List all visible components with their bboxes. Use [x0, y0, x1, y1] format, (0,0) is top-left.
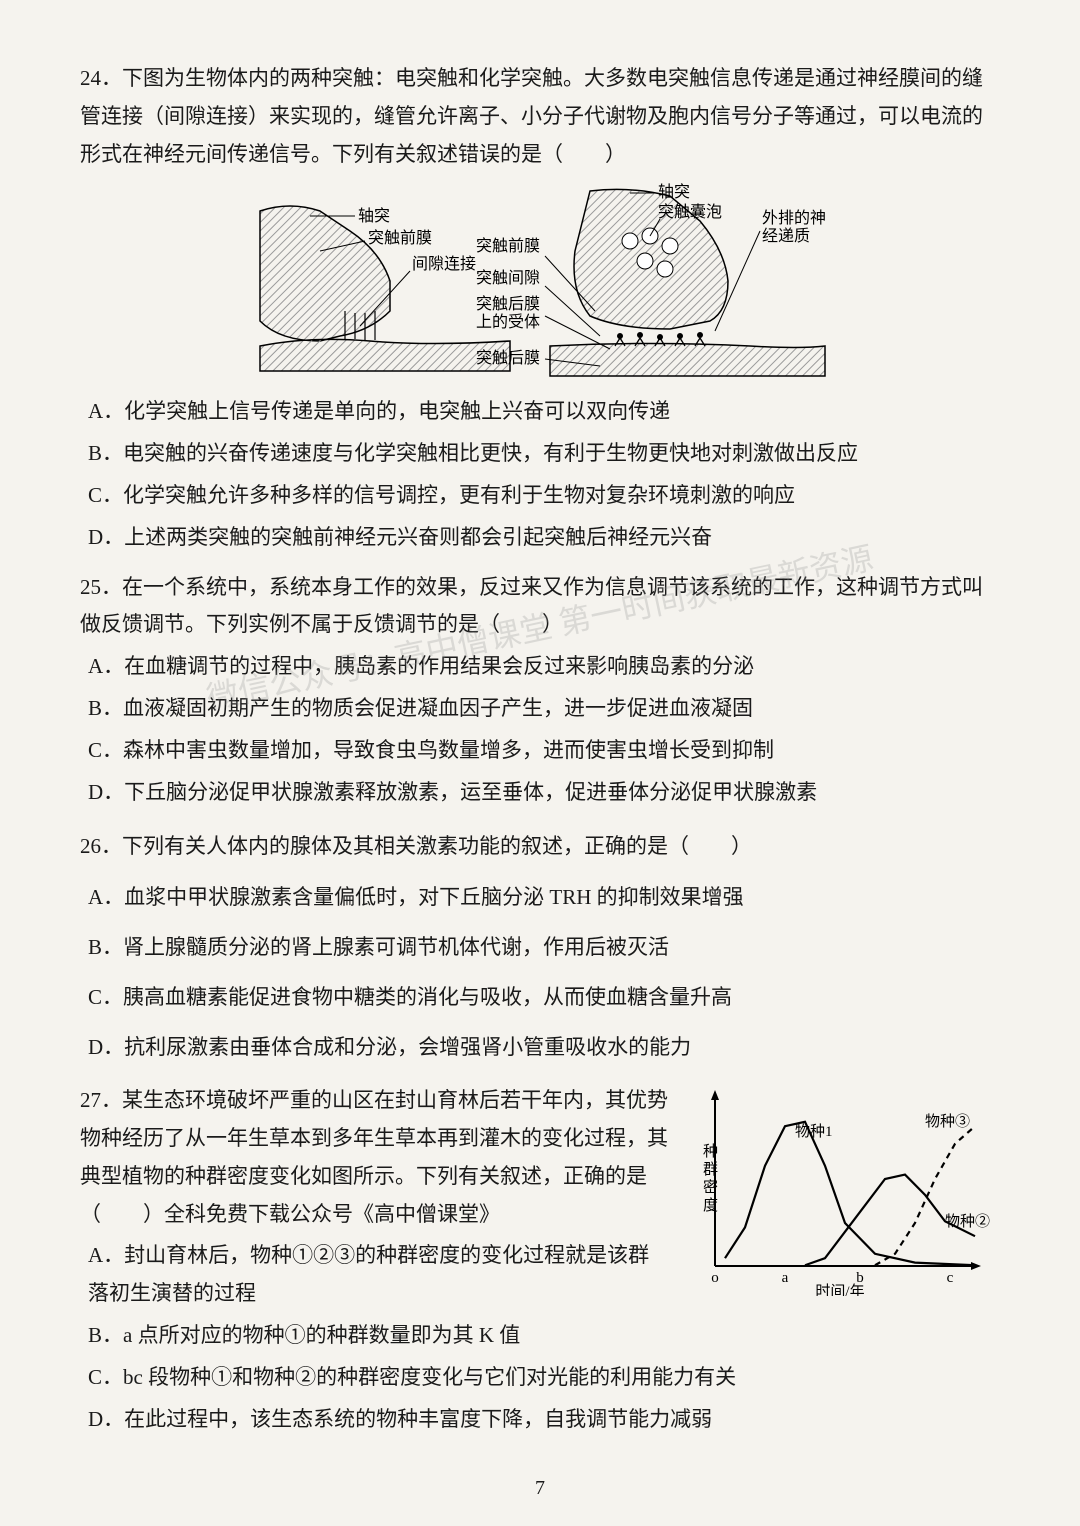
- svg-text:群: 群: [703, 1161, 718, 1178]
- q24-option-b: B．电突触的兴奋传递速度与化学突触相比更快，有利于生物更快地对刺激做出反应: [80, 435, 1000, 473]
- label-axon-left: 轴突: [358, 207, 390, 225]
- svg-text:度: 度: [703, 1197, 718, 1214]
- page-number: 7: [535, 1470, 545, 1506]
- question-25: 25．在一个系统中，系统本身工作的效果，反过来又作为信息调节该系统的工作，这种调…: [80, 569, 1000, 812]
- q27-option-a: A．封山育林后，物种①②③的种群密度的变化过程就是该群落初生演替的过程: [80, 1237, 670, 1313]
- chemical-postsynaptic: [550, 344, 825, 377]
- electrical-presynaptic: [260, 206, 390, 341]
- question-26: 26．下列有关人体内的腺体及其相关激素功能的叙述，正确的是（ ） A．血浆中甲状…: [80, 823, 1000, 1070]
- label-post-membrane: 突触后膜: [476, 349, 540, 367]
- q24-stem: 24．下图为生物体内的两种突触：电突触和化学突触。大多数电突触信息传递是通过神经…: [80, 60, 1000, 173]
- label-species1: 物种1: [795, 1123, 833, 1140]
- label-pre-membrane-right: 突触前膜: [476, 237, 540, 255]
- question-27: 27．某生态环境破坏严重的山区在封山育林后若干年内，其优势物种经历了从一年生草本…: [80, 1082, 1000, 1438]
- q27-option-b: B．a 点所对应的物种①的种群数量即为其 K 值: [80, 1317, 1000, 1355]
- label-cleft: 突触间隙: [476, 269, 540, 287]
- q25-option-d: D．下丘脑分泌促甲状腺激素释放激素，运至垂体，促进垂体分泌促甲状腺激素: [80, 774, 1000, 812]
- q26-option-d: D．抗利尿激素由垂体合成和分泌，会增强肾小管重吸收水的能力: [80, 1024, 1000, 1070]
- svg-text:密: 密: [703, 1179, 718, 1196]
- chart-ylabel-1: 种: [703, 1143, 718, 1160]
- q25-option-a: A．在血糖调节的过程中，胰岛素的作用结果会反过来影响胰岛素的分泌: [80, 648, 1000, 686]
- q25-option-c: C．森林中害虫数量增加，导致食虫鸟数量增多，进而使害虫增长受到抑制: [80, 732, 1000, 770]
- chart-xlabel: 时间/年: [815, 1283, 864, 1296]
- q27-option-c: C．bc 段物种①和物种②的种群密度变化与它们对光能的利用能力有关: [80, 1359, 1000, 1397]
- label-pre-membrane-left: 突触前膜: [368, 229, 432, 247]
- q27-option-d: D．在此过程中，该生态系统的物种丰富度下降，自我调节能力减弱: [80, 1401, 1000, 1439]
- label-vesicle: 突触囊泡: [658, 203, 722, 221]
- q24-option-a: A．化学突触上信号传递是单向的，电突触上兴奋可以双向传递: [80, 393, 1000, 431]
- question-24: 24．下图为生物体内的两种突触：电突触和化学突触。大多数电突触信息传递是通过神经…: [80, 60, 1000, 557]
- label-species3: 物种③: [925, 1113, 970, 1130]
- q26-option-a: A．血浆中甲状腺激素含量偏低时，对下丘脑分泌 TRH 的抑制效果增强: [80, 874, 1000, 920]
- label-receptor-line2: 上的受体: [476, 313, 540, 331]
- label-exocytosis-line2: 经递质: [762, 227, 810, 245]
- xtick-o: o: [711, 1270, 719, 1286]
- label-receptor-line1: 突触后膜: [476, 295, 540, 313]
- xtick-a: a: [782, 1270, 789, 1286]
- q26-stem: 26．下列有关人体内的腺体及其相关激素功能的叙述，正确的是（ ）: [80, 823, 1000, 869]
- q25-option-b: B．血液凝固初期产生的物质会促进凝血因子产生，进一步促进血液凝固: [80, 690, 1000, 728]
- q24-option-c: C．化学突触允许多种多样的信号调控，更有利于生物对复杂环境刺激的响应: [80, 477, 1000, 515]
- q27-stem: 27．某生态环境破坏严重的山区在封山育林后若干年内，其优势物种经历了从一年生草本…: [80, 1082, 670, 1233]
- xtick-c: c: [947, 1270, 954, 1286]
- vesicle-icon: [622, 233, 638, 249]
- q25-stem: 25．在一个系统中，系统本身工作的效果，反过来又作为信息调节该系统的工作，这种调…: [80, 569, 1000, 645]
- label-species2: 物种②: [945, 1213, 990, 1230]
- q26-option-c: C．胰高血糖素能促进食物中糖类的消化与吸收，从而使血糖含量升高: [80, 974, 1000, 1020]
- synapse-diagram-container: 轴突 突触前膜 间隙连接 轴突 突触囊泡 突触前膜 突触间隙: [80, 181, 1000, 381]
- synapse-diagram: 轴突 突触前膜 间隙连接 轴突 突触囊泡 突触前膜 突触间隙: [250, 181, 830, 381]
- label-gap-junction: 间隙连接: [412, 255, 476, 273]
- label-axon-right: 轴突: [658, 183, 690, 201]
- q27-chart: 种 群 密 度 o a b c 时间/年 物种1 物种② 物种③: [680, 1086, 1000, 1296]
- label-exocytosis-line1: 外排的神: [762, 209, 826, 227]
- q26-option-b: B．肾上腺髓质分泌的肾上腺素可调节机体代谢，作用后被灭活: [80, 924, 1000, 970]
- electrical-postsynaptic: [260, 340, 510, 372]
- q24-option-d: D．上述两类突触的突触前神经元兴奋则都会引起突触后神经元兴奋: [80, 519, 1000, 557]
